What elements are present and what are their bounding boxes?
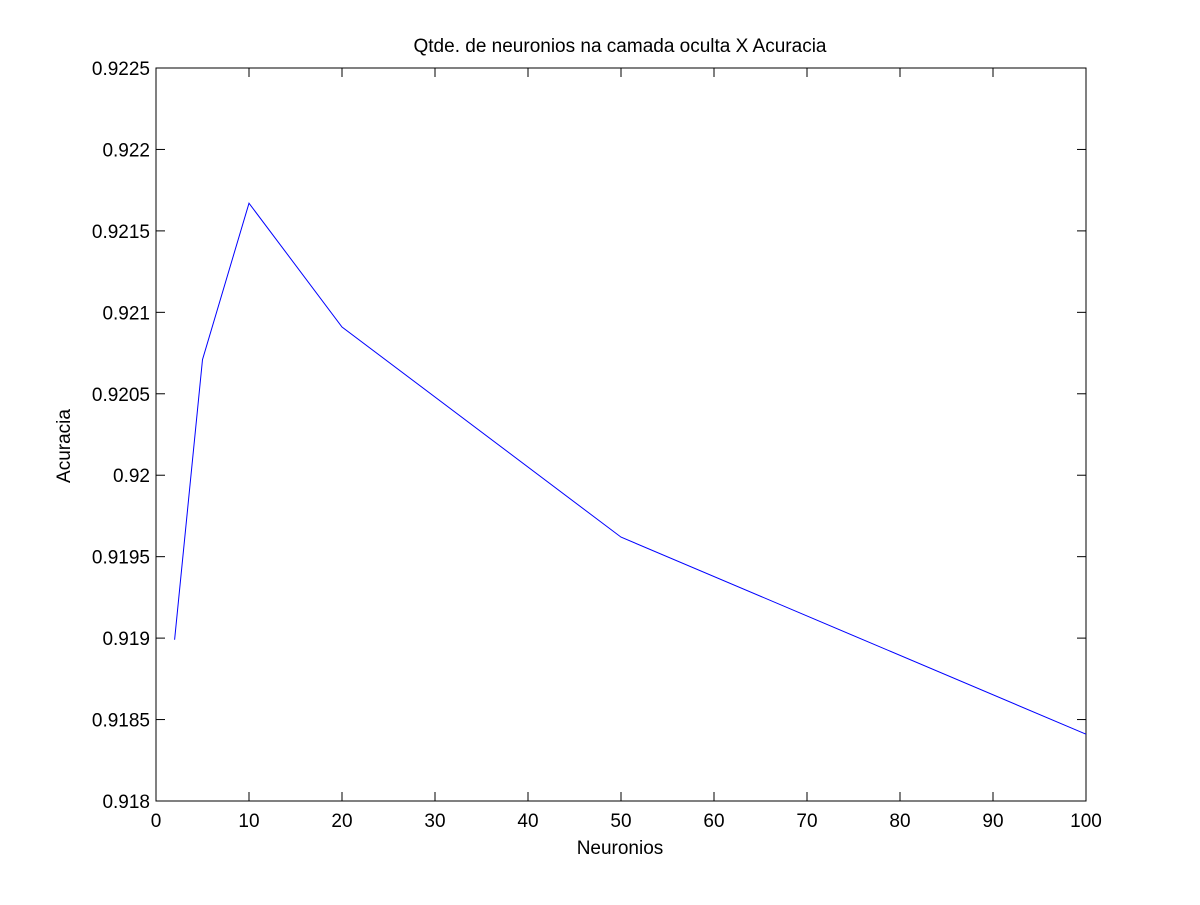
y-tick-label: 0.918 <box>102 792 150 813</box>
x-axis-title: Neuronios <box>577 838 664 859</box>
series-layer <box>174 202 1087 735</box>
x-tick-label: 70 <box>796 811 817 832</box>
x-tick-label: 80 <box>889 811 910 832</box>
x-tick-label: 10 <box>238 811 259 832</box>
y-tick-label: 0.92 <box>113 466 150 487</box>
y-tick-label: 0.9225 <box>92 59 150 80</box>
y-tick-label: 0.9195 <box>92 548 150 569</box>
x-tick-label: 50 <box>610 811 631 832</box>
ticks-layer: 0 10 20 30 40 50 60 70 80 90 100 0.918 0.9185 0.919 0.… <box>92 59 1102 832</box>
y-tick-label: 0.922 <box>102 140 150 161</box>
plot-area <box>155 67 1087 802</box>
x-tick-label: 100 <box>1070 811 1102 832</box>
y-tick-label: 0.9205 <box>92 385 150 406</box>
x-tick-label: 40 <box>517 811 538 832</box>
x-tick-label: 30 <box>424 811 445 832</box>
y-tick-label: 0.9185 <box>92 711 150 732</box>
x-tick-label: 90 <box>982 811 1003 832</box>
series-line <box>174 202 1087 735</box>
y-tick-label: 0.919 <box>102 629 150 650</box>
x-tick-label: 20 <box>331 811 352 832</box>
plot-frame <box>155 67 1087 802</box>
y-axis-title: Acuracia <box>54 409 75 483</box>
chart-title: Qtde. de neuronios na camada oculta X Ac… <box>414 36 827 57</box>
y-tick-label: 0.9215 <box>92 222 150 243</box>
y-tick-label: 0.921 <box>102 303 150 324</box>
x-tick-label: 60 <box>703 811 724 832</box>
x-tick-label: 0 <box>151 811 162 832</box>
